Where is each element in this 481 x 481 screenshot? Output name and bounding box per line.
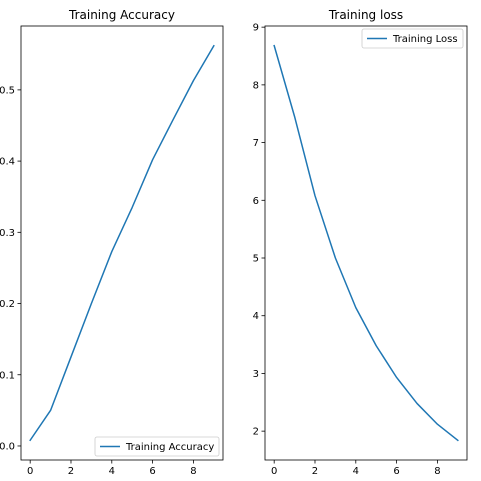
loss-chart: Training loss 0 2 4 6 8 2 3 4 5 6 7 8 9 Training Loss: [253, 8, 468, 477]
accuracy-x-tick-label: 6: [149, 466, 155, 477]
loss-series-line-0: [273, 44, 459, 442]
accuracy-chart-title: Training Accuracy: [68, 8, 175, 22]
loss-x-tick-label: 6: [393, 466, 399, 477]
loss-x-tick-label: 2: [312, 466, 318, 477]
accuracy-x-tick-label: 4: [109, 466, 115, 477]
loss-y-tick-label: 8: [253, 80, 259, 91]
loss-x-tick-label: 8: [434, 466, 440, 477]
accuracy-chart: Training Accuracy 0 2 4 6 8 0.0 0.1 0.2 0.3 0.4 0.…: [0, 8, 224, 477]
accuracy-x-tick-label: 2: [68, 466, 74, 477]
loss-y-tick-label: 6: [253, 196, 259, 207]
loss-y-tick-label: 9: [253, 23, 259, 34]
accuracy-y-tick-label: 0.4: [0, 157, 15, 168]
accuracy-y-tick-label: 0.5: [0, 85, 15, 96]
accuracy-x-tick-label: 8: [190, 466, 196, 477]
loss-x-tick-label: 4: [353, 466, 359, 477]
loss-legend-box: [361, 28, 464, 49]
accuracy-legend-label: Training Accuracy: [125, 442, 214, 453]
accuracy-series-line-0: [29, 44, 215, 442]
loss-y-tick-label: 2: [253, 427, 259, 438]
accuracy-y-tick-label: 0.0: [0, 441, 15, 452]
accuracy-y-tick-label: 0.1: [0, 370, 15, 381]
accuracy-legend: Training Accuracy: [94, 436, 220, 457]
loss-legend: Training Loss: [361, 28, 464, 49]
accuracy-x-tick-label: 0: [27, 466, 33, 477]
accuracy-axes-frame: [20, 25, 224, 461]
loss-axes-frame: [264, 25, 468, 461]
accuracy-legend-box: [94, 436, 220, 457]
loss-y-tick-label: 7: [253, 138, 259, 149]
loss-chart-title: Training loss: [328, 8, 403, 22]
accuracy-y-tick-label: 0.2: [0, 299, 15, 310]
loss-legend-label: Training Loss: [392, 34, 458, 45]
loss-x-tick-label: 0: [271, 466, 277, 477]
accuracy-y-tick-label: 0.3: [0, 228, 15, 239]
loss-y-tick-label: 4: [253, 311, 259, 322]
loss-y-tick-label: 3: [253, 369, 259, 380]
loss-y-tick-label: 5: [253, 254, 259, 265]
